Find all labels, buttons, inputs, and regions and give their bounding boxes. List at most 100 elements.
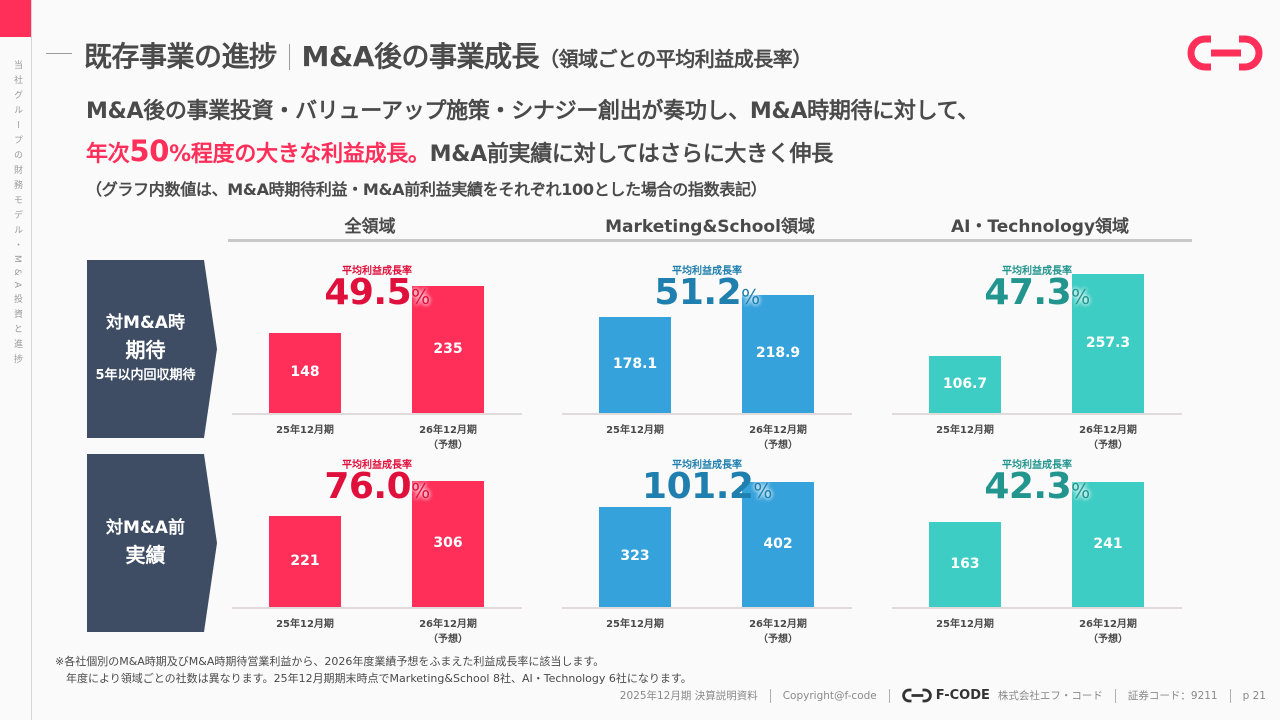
footnote-2: 年度により領域ごとの社数は異なります。25年12月期期末時点でMarketing…: [55, 672, 692, 685]
bar-value-label: 218.9: [755, 345, 801, 361]
footer-brand-name: F-CODE: [935, 688, 990, 703]
chart-baseline: [892, 607, 1182, 609]
growth-rate-number: 51.2: [654, 272, 742, 313]
footer-divider: [888, 688, 890, 703]
x-axis-period: 26年12月期: [1079, 619, 1137, 630]
bar-fy26-forecast: [1072, 274, 1144, 413]
bar-value-label: 323: [620, 548, 650, 564]
x-axis-note: （予想）: [758, 634, 798, 645]
x-axis-period: 25年12月期: [276, 619, 334, 630]
row-label-vs-pre-ma-actual: 対M&A前 実績: [87, 454, 217, 632]
bar-fy26-forecast: [412, 286, 484, 413]
f-code-logo-icon: [1187, 35, 1263, 71]
growth-rate-value: 76.0%: [277, 466, 477, 507]
bar-value-label: 306: [433, 535, 463, 551]
x-axis-period: 26年12月期: [749, 425, 807, 436]
growth-rate-label: 平均利益成長率: [342, 266, 412, 277]
bar-fy25: [599, 317, 671, 413]
footer-divider: [769, 688, 771, 703]
footer-doc-title: 2025年12月期 決算説明資料: [619, 690, 758, 702]
bar-chart: 106.7 25年12月期 257.3 26年12月期 （予想） 平均利益成長率 47.3%: [892, 262, 1182, 462]
bar-fy25: [269, 516, 341, 607]
footer-divider: [1114, 688, 1116, 703]
bar-chart: 148 25年12月期 235 26年12月期 （予想） 平均利益成長率 49.5%: [232, 262, 522, 462]
x-axis-period: 26年12月期: [749, 619, 807, 630]
bar-fy25: [929, 356, 1001, 413]
x-axis-period: 26年12月期: [1079, 425, 1137, 436]
bar-value-label: 402: [763, 535, 793, 552]
bar-value-label: 163: [950, 555, 980, 572]
bar-value-label: 241: [1093, 535, 1123, 552]
f-code-mark-icon: [902, 688, 932, 703]
lead-rest: M&A前実績に対してはさらに大きく伸長: [429, 142, 834, 167]
row-label-line1: 対M&A前: [106, 518, 185, 538]
bar-value-label: 257.3: [1085, 334, 1131, 351]
bar-chart: 221 25年12月期 306 26年12月期 （予想） 平均利益成長率 76.0%: [232, 456, 522, 656]
chart-baseline: [232, 413, 522, 415]
bar-fy26-forecast: [1072, 482, 1144, 607]
index-note: （グラフ内数値は、M&A時期待利益・M&A前利益実績をそれぞれ100とした場合の…: [86, 180, 767, 199]
footer-brand: F-CODE: [902, 688, 990, 703]
title-sub: （領域ごとの平均利益成長率）: [538, 47, 812, 71]
x-axis-period: 25年12月期: [276, 425, 334, 436]
bar-value-label: 148: [290, 364, 320, 380]
growth-rate-value: 47.3%: [937, 272, 1137, 313]
growth-rate-label: 平均利益成長率: [1002, 460, 1072, 471]
x-axis-note: （予想）: [758, 440, 798, 451]
row-label-line1: 対M&A時: [106, 313, 185, 333]
growth-rate-number: 76.0: [324, 466, 412, 507]
lead-highlight-number: 50: [129, 134, 170, 168]
x-axis-label: 26年12月期 （予想）: [723, 617, 833, 647]
footer-divider: [1229, 688, 1231, 703]
footnote-1: ※各社個別のM&A時期及びM&A時期待営業利益から、2026年度業績予想をふまえ…: [55, 655, 605, 668]
growth-rate-number: 101.2: [642, 466, 754, 507]
bar-fy25: [929, 522, 1001, 607]
growth-rate-value: 49.5%: [277, 272, 477, 313]
lead-highlight-b: %程度の大きな利益成長。: [169, 142, 430, 167]
side-divider: [31, 0, 32, 720]
side-accent-bar: [0, 0, 31, 37]
bar-chart: 178.1 25年12月期 218.9 26年12月期 （予想） 平均利益成長率 51.2%: [562, 262, 852, 462]
bar-fy25: [599, 507, 671, 607]
section-vertical-label: 当社グループの財務モデル・M&A投資と進捗: [12, 60, 22, 369]
growth-rate-label: 平均利益成長率: [342, 460, 412, 471]
growth-rate-label: 平均利益成長率: [1002, 266, 1072, 277]
footer-copyright: Copyright@f-code: [782, 689, 877, 702]
column-header-all: 全領域: [344, 217, 396, 237]
growth-rate-unit: %: [411, 285, 430, 309]
chart-baseline: [562, 413, 852, 415]
growth-rate-number: 47.3: [984, 272, 1072, 313]
bar-fy26-forecast: [742, 482, 814, 607]
row-label-vs-ma-expectation: 対M&A時 期待 5年以内回収期待: [87, 260, 217, 438]
growth-rate-unit: %: [411, 479, 430, 503]
bar-fy26-forecast: [742, 295, 814, 413]
growth-rate-unit: %: [753, 479, 772, 503]
title-second: M&A後の事業成長: [301, 40, 540, 73]
x-axis-label: 25年12月期: [910, 617, 1020, 632]
bar-value-label: 178.1: [612, 356, 658, 372]
x-axis-note: （予想）: [428, 440, 468, 451]
column-header-rule: [228, 239, 1192, 242]
footer-company: 株式会社エフ・コード: [997, 690, 1103, 702]
growth-rate-number: 42.3: [984, 466, 1072, 507]
growth-rate-number: 49.5: [324, 272, 412, 313]
row-label-line3: 5年以内回収期待: [95, 368, 196, 383]
growth-rate-unit: %: [1071, 285, 1090, 309]
column-header-marketing-school: Marketing&School領域: [605, 217, 815, 237]
growth-rate-unit: %: [1071, 479, 1090, 503]
x-axis-period: 25年12月期: [936, 425, 994, 436]
footer: 2025年12月期 決算説明資料 Copyright@f-code F-CODE…: [620, 688, 1266, 703]
x-axis-label: 25年12月期: [580, 423, 690, 438]
x-axis-note: （予想）: [1088, 634, 1128, 645]
growth-rate-label: 平均利益成長率: [672, 266, 742, 277]
page-title: 既存事業の進捗 M&A後の事業成長（領域ごとの平均利益成長率）: [84, 35, 812, 75]
x-axis-label: 25年12月期: [250, 617, 360, 632]
x-axis-period: 25年12月期: [936, 619, 994, 630]
x-axis-period: 26年12月期: [419, 425, 477, 436]
growth-rate-value: 101.2%: [607, 466, 807, 507]
x-axis-label: 26年12月期 （予想）: [393, 617, 503, 647]
x-axis-period: 25年12月期: [606, 619, 664, 630]
title-separator: [288, 44, 290, 70]
column-header-ai-technology: AI・Technology領域: [950, 217, 1130, 237]
chart-baseline: [232, 607, 522, 609]
